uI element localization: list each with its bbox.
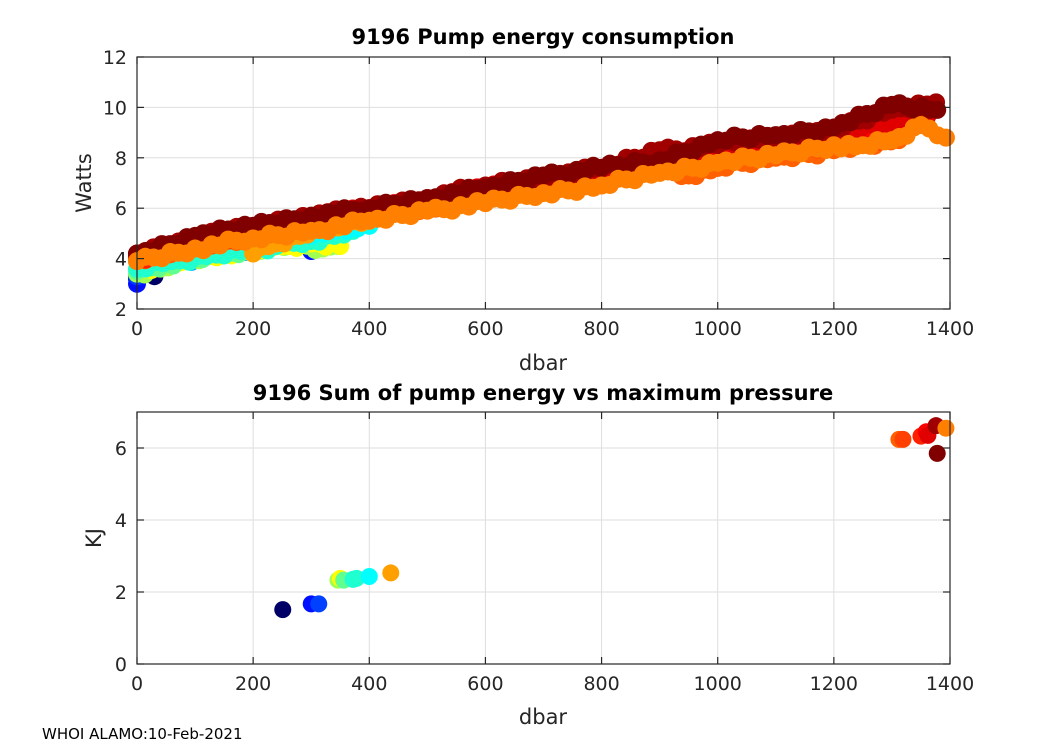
markers (128, 93, 955, 293)
x-tick-label: 800 (583, 673, 619, 695)
x-tick-label: 400 (351, 673, 387, 695)
data-point (928, 444, 946, 462)
x-tick-label: 1200 (810, 673, 858, 695)
plot-area (137, 412, 950, 664)
y-tick-label: 4 (115, 510, 127, 532)
y-tick-label: 6 (115, 438, 127, 460)
y-tick-label: 12 (103, 47, 127, 69)
data-point (348, 569, 366, 587)
y-tick-label: 6 (115, 198, 127, 220)
x-axis-label: dbar (519, 351, 568, 375)
x-tick-label: 600 (467, 318, 503, 340)
x-tick-label: 1000 (694, 318, 742, 340)
x-tick-label: 200 (235, 318, 271, 340)
data-point (894, 430, 912, 448)
x-tick-label: 1000 (694, 673, 742, 695)
y-axis-label: Watts (72, 153, 96, 213)
markers (274, 417, 955, 619)
data-point (310, 595, 328, 613)
data-point (360, 568, 378, 586)
x-tick-label: 0 (131, 673, 143, 695)
y-tick-label: 2 (115, 582, 127, 604)
x-tick-label: 1200 (810, 318, 858, 340)
y-axis-label: KJ (82, 528, 106, 548)
axes-frame (136, 411, 951, 665)
x-axis-label: dbar (519, 705, 568, 729)
x-tick-label: 800 (583, 318, 619, 340)
axes-frame (136, 56, 951, 310)
y-tick-label: 10 (103, 97, 127, 119)
x-tick-label: 1400 (926, 673, 974, 695)
data-point (274, 601, 292, 619)
y-tick-label: 2 (115, 299, 127, 321)
x-tick-label: 0 (131, 318, 143, 340)
footer-credit: WHOI ALAMO:10-Feb-2021 (42, 725, 243, 743)
data-point (928, 100, 947, 119)
x-tick-label: 1400 (926, 318, 974, 340)
pump-energy-axes: 0 200 400 600 800 1000 1200 1400 2 4 6 8 10 12 9196 P… (72, 25, 974, 375)
y-tick-label: 0 (115, 654, 127, 676)
y-tick-label: 8 (115, 148, 127, 170)
data-point (936, 128, 955, 147)
y-tick-label: 4 (115, 249, 127, 271)
x-tick-label: 200 (235, 673, 271, 695)
data-point (937, 419, 955, 437)
chart-title: 9196 Pump energy consumption (352, 25, 735, 49)
energy-sum-axes: 0 200 400 600 800 1000 1200 1400 0 2 4 6 9196 Sum o… (82, 381, 974, 729)
x-tick-label: 600 (467, 673, 503, 695)
x-tick-label: 400 (351, 318, 387, 340)
data-point (382, 564, 400, 582)
chart-title: 9196 Sum of pump energy vs maximum press… (253, 381, 833, 405)
